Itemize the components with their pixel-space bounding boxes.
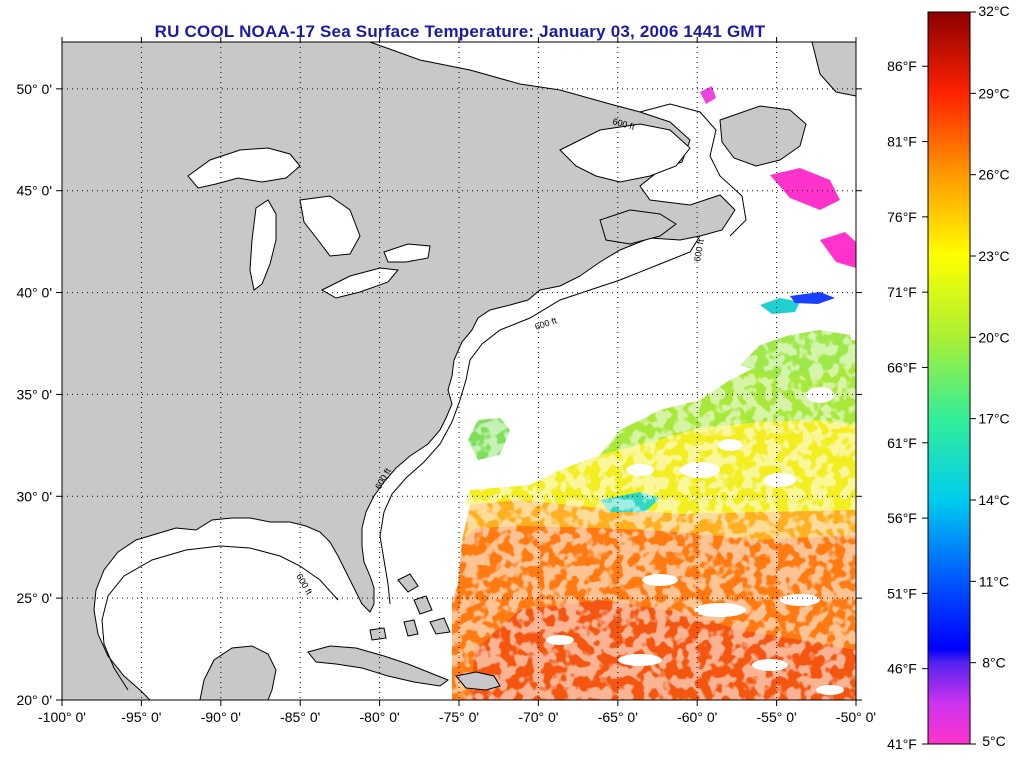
lat-tick-label: 30° 0' xyxy=(16,488,52,504)
lon-tick-label: -70° 0' xyxy=(518,709,558,725)
gulf-st-lawrence xyxy=(559,123,691,183)
celsius-label: 17°C xyxy=(978,411,1009,427)
fahrenheit-label: 86°F xyxy=(887,58,917,74)
lon-tick-label: -60° 0' xyxy=(677,709,717,725)
greenland-tip-land xyxy=(811,42,856,97)
lat-tick-label: 45° 0' xyxy=(16,183,52,199)
fahrenheit-label: 56°F xyxy=(887,510,917,526)
map-axes: -100° 0' -95° 0' -90° 0' -85° 0' -80° 0' -75°… xyxy=(16,37,876,725)
land-layer xyxy=(62,42,856,700)
fahrenheit-label: 71°F xyxy=(887,284,917,300)
lon-tick-label: -80° 0' xyxy=(360,709,400,725)
great-lakes xyxy=(187,147,431,299)
isobath-label: 600 ft xyxy=(692,238,706,262)
fahrenheit-label: 76°F xyxy=(887,209,917,225)
sst-speckle-overlay xyxy=(452,330,856,700)
lon-tick-label: -65° 0' xyxy=(598,709,638,725)
fahrenheit-label: 51°F xyxy=(887,585,917,601)
isobath-600ft-gulf xyxy=(101,545,339,691)
lat-tick-label: 35° 0' xyxy=(16,386,52,402)
lake-erie xyxy=(320,267,399,299)
lake-michigan xyxy=(249,199,277,291)
fahrenheit-label: 41°F xyxy=(887,736,917,752)
sst-data-layer xyxy=(452,86,856,700)
celsius-label: 20°C xyxy=(978,329,1009,345)
hispaniola-land xyxy=(455,671,501,691)
map-title: RU COOL NOAA-17 Sea Surface Temperature:… xyxy=(154,22,766,41)
lake-huron xyxy=(299,195,361,257)
sst-blue-patch xyxy=(790,292,835,304)
celsius-label: 32°C xyxy=(978,3,1009,19)
fahrenheit-label: 66°F xyxy=(887,359,917,375)
newfoundland-land xyxy=(719,105,807,167)
lat-tick-label: 20° 0' xyxy=(16,692,52,708)
lat-tick-label: 25° 0' xyxy=(16,590,52,606)
lake-superior xyxy=(187,147,301,189)
celsius-label: 5°C xyxy=(982,733,1006,749)
colorbar-ramp xyxy=(927,11,971,745)
celsius-label: 29°C xyxy=(978,85,1009,101)
sst-cyan-patch xyxy=(760,298,800,314)
lat-tick-label: 40° 0' xyxy=(16,285,52,301)
lon-tick-label: -75° 0' xyxy=(439,709,479,725)
colorbar-labels: 32°C 29°C 26°C 23°C 20°C 17°C 14°C 11°C 8°C 5°C 86… xyxy=(887,3,1010,752)
lake-ontario xyxy=(383,243,431,263)
sst-magenta-patch xyxy=(770,168,840,210)
celsius-label: 14°C xyxy=(978,492,1009,508)
celsius-label: 23°C xyxy=(978,248,1009,264)
lat-tick-label: 50° 0' xyxy=(16,81,52,97)
lon-tick-label: -55° 0' xyxy=(757,709,797,725)
celsius-label: 11°C xyxy=(979,573,1009,589)
map-layers xyxy=(62,42,856,700)
colorbar: 32°C 29°C 26°C 23°C 20°C 17°C 14°C 11°C 8°C 5°C 86… xyxy=(887,3,1010,752)
sst-magenta-patch-2 xyxy=(820,232,856,268)
isobath-600ft-atlantic xyxy=(379,235,701,605)
lon-tick-label: -90° 0' xyxy=(201,709,241,725)
fahrenheit-label: 46°F xyxy=(887,661,917,677)
celsius-label: 26°C xyxy=(978,167,1009,183)
north-america-land xyxy=(62,42,736,700)
isobath-600ft-north xyxy=(639,103,747,237)
nova-scotia-land xyxy=(599,209,677,245)
cuba-land xyxy=(307,645,450,687)
sst-magenta-patch-3 xyxy=(700,86,716,104)
lon-tick-label: -95° 0' xyxy=(121,709,161,725)
yucatan-land xyxy=(199,645,277,700)
bahamas-islands xyxy=(369,573,451,641)
celsius-label: 8°C xyxy=(982,655,1006,671)
lon-tick-label: -100° 0' xyxy=(38,709,86,725)
fahrenheit-label: 81°F xyxy=(887,134,917,150)
fahrenheit-label: 61°F xyxy=(887,435,917,451)
lon-tick-label: -85° 0' xyxy=(280,709,320,725)
lon-tick-label: -50° 0' xyxy=(836,709,876,725)
